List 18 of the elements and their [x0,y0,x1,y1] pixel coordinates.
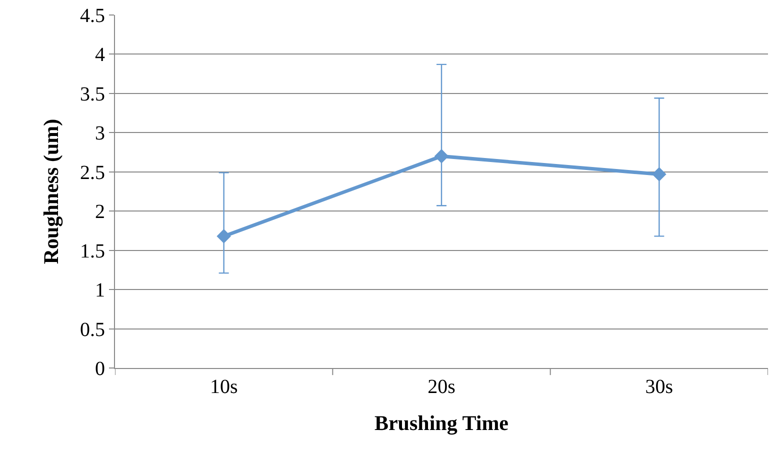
y-tick-label: 0 [95,358,105,380]
y-tick-label: 0.5 [80,318,105,341]
y-tick-label: 2.5 [80,162,105,184]
y-tick-label: 4 [95,44,105,66]
y-axis-title: Roughness (um) [39,118,64,264]
y-tick-label: 1.5 [80,240,105,262]
point [216,229,231,244]
point [434,149,449,164]
y-tick-label: 1 [95,280,105,302]
x-tick-label: 10s [210,376,238,398]
y-tick-label: 4.5 [80,5,105,27]
x-tick-label: 30s [645,376,674,398]
y-tick-label: 3 [95,122,105,145]
x-axis-title: Brushing Time [374,411,509,436]
x-tick-label: 20s [428,376,456,398]
y-tick-label: 3.5 [80,83,105,106]
point [652,167,666,182]
y-tick-label: 2 [95,201,105,224]
